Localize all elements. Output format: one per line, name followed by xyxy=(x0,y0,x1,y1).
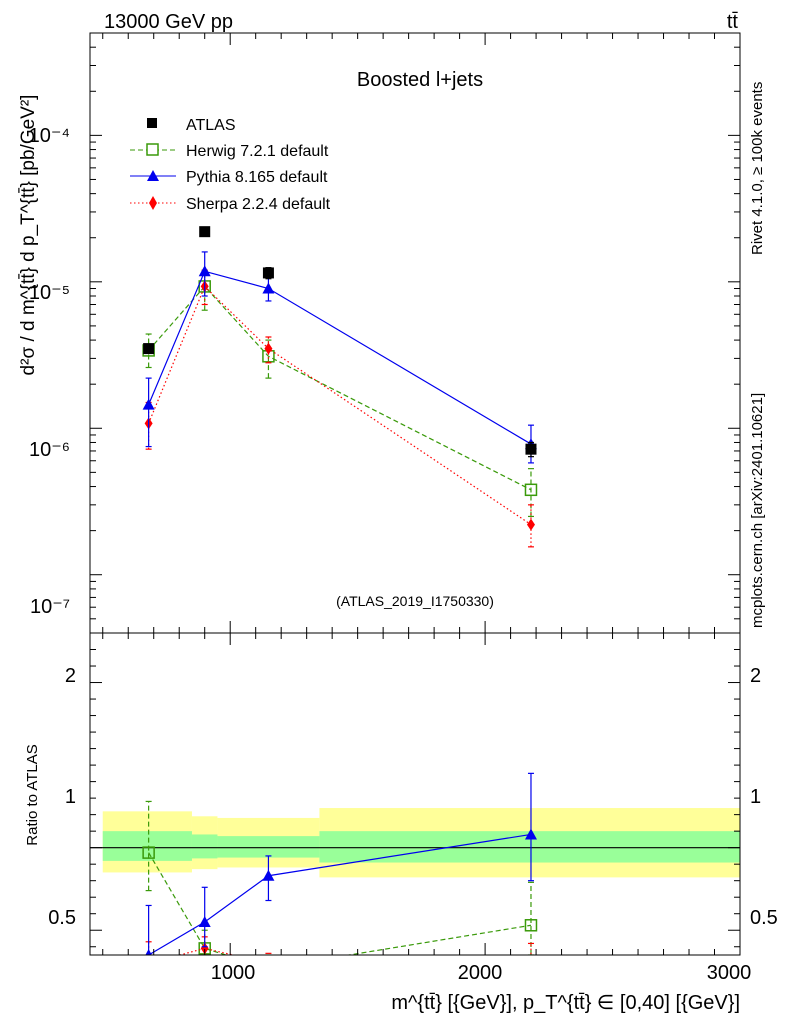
series-line xyxy=(148,285,532,526)
y-tick-label: 10⁻⁷ xyxy=(30,596,70,618)
data-point-diamond xyxy=(264,957,272,969)
legend-label: ATLAS xyxy=(186,117,236,134)
legend-marker-square xyxy=(147,118,157,128)
uncertainty-band-inner xyxy=(217,836,320,858)
data-point-square xyxy=(262,267,274,279)
series-line xyxy=(148,270,532,445)
x-tick-label: 2000 xyxy=(458,962,503,984)
series-pythia xyxy=(145,772,537,955)
beam-label: 13000 GeV pp xyxy=(104,11,233,33)
data-point-diamond xyxy=(200,942,209,955)
legend-marker-triangle xyxy=(147,170,159,181)
legend-entry-pythia: Pythia 8.165 default xyxy=(130,169,328,186)
ratio-frame xyxy=(89,632,741,956)
legend: ATLAS Herwig 7.2.1 default Pythia 8.165 … xyxy=(130,117,331,213)
ratio-y-tick-label: 2 xyxy=(65,665,76,687)
ratio-y-tick-label-right: 2 xyxy=(750,665,761,687)
main-data-layer xyxy=(142,226,538,548)
data-point-square xyxy=(199,226,211,238)
data-point-open-square xyxy=(142,846,155,859)
y-tick-label: 10⁻⁵ xyxy=(29,282,70,304)
legend-entry-herwig: Herwig 7.2.1 default xyxy=(130,143,329,160)
data-point-triangle xyxy=(524,828,537,840)
y-tick-label: 10⁻⁴ xyxy=(29,125,70,147)
x-tick-label: 3000 xyxy=(707,962,752,984)
data-point-triangle xyxy=(145,949,152,955)
ratio-y-tick-label-right: 0.5 xyxy=(750,907,778,929)
ratio-y-tick-label: 0.5 xyxy=(48,907,76,929)
ratio-data-layer xyxy=(90,772,740,974)
ratio-y-axis-label: Ratio to ATLAS xyxy=(24,744,41,845)
legend-entry-sherpa: Sherpa 2.2.4 default xyxy=(130,196,331,213)
data-point-square xyxy=(525,443,537,455)
legend-label: Herwig 7.2.1 default xyxy=(186,143,329,160)
data-point-open-square xyxy=(263,963,274,974)
process-label: tt̄ xyxy=(727,11,739,33)
series-atlas xyxy=(143,226,537,458)
series-line xyxy=(148,833,532,955)
uncertainty-band-inner xyxy=(102,831,192,861)
series-herwig xyxy=(142,269,538,518)
rivet-label: Rivet 4.1.0, ≥ 100k events xyxy=(749,82,766,255)
data-point-open-square xyxy=(524,483,538,497)
data-point-triangle xyxy=(142,398,155,410)
main-axis-ticks xyxy=(90,32,741,634)
series-sherpa xyxy=(144,269,535,548)
data-point-triangle xyxy=(198,915,211,927)
x-axis-label: m^{tt̄} [{GeV}], p_T^{tt̄} ∈ [0,40] [{Ge… xyxy=(391,992,740,1014)
data-point-open-square xyxy=(524,919,538,932)
legend-label: Pythia 8.165 default xyxy=(186,169,328,186)
series-line xyxy=(148,285,532,491)
ratio-axis-ticks xyxy=(90,633,741,955)
chart-title: Boosted l+jets xyxy=(357,69,483,91)
legend-entry-atlas: ATLAS xyxy=(147,117,236,134)
ratio-y-tick-label-right: 1 xyxy=(750,786,761,808)
x-tick-label: 1000 xyxy=(211,962,256,984)
legend-marker-diamond xyxy=(149,196,157,210)
data-point-diamond xyxy=(145,957,153,969)
y-tick-label: 10⁻⁶ xyxy=(29,439,70,461)
uncertainty-band-inner xyxy=(191,834,218,859)
data-point-triangle xyxy=(198,265,211,277)
ratio-panel: 0.5 1 2 0.5 1 2 Ratio to ATLAS 1000 2000… xyxy=(24,632,778,1014)
analysis-watermark: (ATLAS_2019_I1750330) xyxy=(336,593,494,609)
data-point-diamond xyxy=(527,957,535,969)
data-point-triangle xyxy=(262,869,275,881)
main-panel: Boosted l+jets (ATLAS_2019_I1750330) 10⁻… xyxy=(18,32,741,634)
data-point-square xyxy=(143,343,155,355)
data-point-diamond xyxy=(526,518,535,531)
ratio-y-tick-label: 1 xyxy=(65,786,76,808)
source-label: mcplots.cern.ch [arXiv:2401.10621] xyxy=(749,393,766,628)
data-point-triangle xyxy=(262,282,275,294)
legend-marker-open-square xyxy=(146,143,159,156)
data-point-diamond xyxy=(264,342,273,355)
main-y-axis-label: d²σ / d m^{tt̄} d p_T^{tt̄} [pb/GeV²] xyxy=(18,95,39,376)
legend-label: Sherpa 2.2.4 default xyxy=(186,196,331,213)
